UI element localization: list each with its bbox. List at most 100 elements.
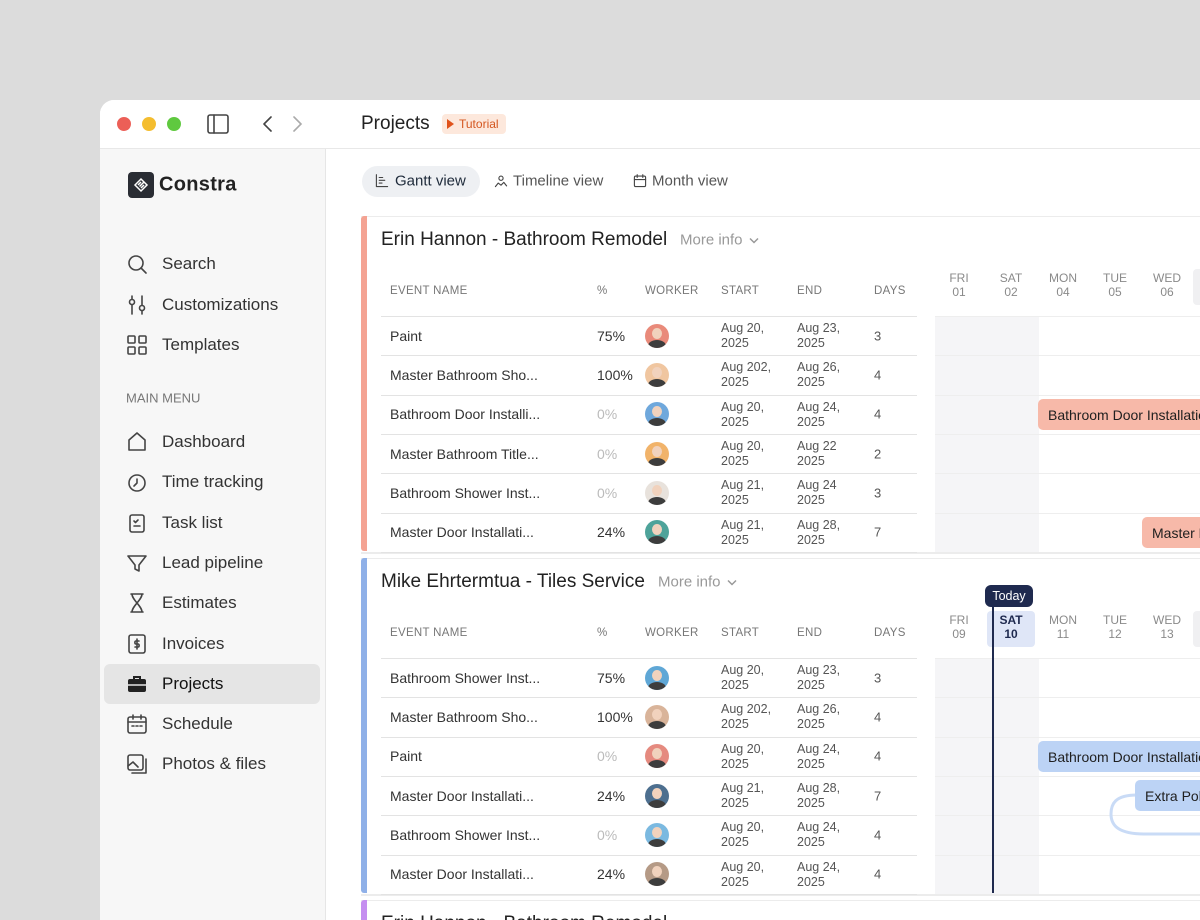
- sidebar-item[interactable]: Projects: [162, 673, 224, 693]
- sidebar-item[interactable]: Task list: [162, 512, 223, 532]
- worker-avatar: [645, 441, 669, 466]
- column-header: START: [721, 627, 760, 639]
- column-header: EVENT NAME: [390, 627, 468, 639]
- project-card: [361, 900, 1200, 920]
- gantt-bar[interactable]: Bathroom Door Installation: [1038, 398, 1200, 430]
- sidebar-icon[interactable]: [125, 252, 149, 276]
- view-tab[interactable]: Gantt view: [395, 172, 466, 190]
- window-control[interactable]: [142, 117, 156, 131]
- avatar-face: [652, 708, 662, 720]
- event-name[interactable]: Paint: [390, 748, 422, 765]
- start-date: Aug 21, 2025: [721, 780, 765, 810]
- view-icon[interactable]: [374, 173, 391, 190]
- view-icon[interactable]: [493, 173, 510, 190]
- sidebar-item[interactable]: Customizations: [162, 294, 279, 314]
- view-icon[interactable]: [632, 173, 649, 190]
- event-name[interactable]: Bathroom Shower Inst...: [390, 484, 541, 501]
- event-name[interactable]: Master Bathroom Sho...: [390, 708, 538, 725]
- sidebar-icon[interactable]: [125, 293, 149, 317]
- gantt-bar[interactable]: Extra Polish: [1135, 779, 1200, 811]
- sidebar-item[interactable]: Lead pipeline: [162, 552, 264, 572]
- project-card: [361, 216, 1200, 554]
- window-control[interactable]: [117, 117, 131, 131]
- sidebar-icon[interactable]: [125, 752, 149, 776]
- app-window: Projects Tutorial Constra Search Customizati…: [100, 100, 1200, 920]
- sidebar-item[interactable]: Templates: [162, 335, 240, 354]
- event-name[interactable]: Master Door Installati...: [390, 524, 534, 541]
- sidebar-item[interactable]: Search: [162, 254, 216, 273]
- sidebar-item[interactable]: Estimates: [162, 593, 237, 613]
- gantt-bar[interactable]: Master Door Installation: [1142, 516, 1200, 548]
- sidebar-icon[interactable]: [125, 470, 149, 494]
- event-name[interactable]: Paint: [390, 327, 422, 344]
- view-tab[interactable]: Month view: [652, 172, 728, 190]
- more-info[interactable]: More info: [680, 232, 759, 249]
- view-tab[interactable]: Timeline view: [513, 172, 604, 190]
- sidebar-icon[interactable]: [125, 511, 149, 535]
- start-date: Aug 202, 2025: [721, 702, 772, 732]
- day-name: MON: [1049, 613, 1077, 627]
- forward-button[interactable]: [285, 112, 309, 136]
- logo-mark: [133, 177, 149, 193]
- percent: 0%: [597, 406, 618, 423]
- page-title: Projects: [361, 113, 430, 134]
- duration-days: 3: [874, 485, 882, 501]
- sidebar-icon[interactable]: [125, 672, 149, 696]
- gantt-row-divider: [935, 854, 1200, 856]
- gantt-row-divider: [935, 775, 1200, 777]
- column-header: %: [597, 627, 608, 639]
- event-name[interactable]: Master Door Installati...: [390, 787, 534, 804]
- sidebar-icon[interactable]: [125, 632, 149, 656]
- day-date: 02: [1004, 285, 1018, 299]
- sidebar-item[interactable]: Time tracking: [162, 472, 264, 492]
- row-divider: [381, 551, 917, 553]
- sidebar-icon[interactable]: [125, 430, 149, 454]
- avatar-face: [652, 524, 662, 536]
- duration-days: 7: [874, 788, 882, 804]
- sidebar-item[interactable]: Invoices: [162, 633, 225, 653]
- gantt-bar[interactable]: Bathroom Door Installation: [1038, 740, 1200, 772]
- row-divider: [381, 736, 917, 738]
- tutorial-badge[interactable]: Tutorial: [442, 114, 506, 134]
- sidebar-item[interactable]: Dashboard: [162, 432, 246, 451]
- day-name: TUE: [1103, 271, 1127, 285]
- end-date: Aug 22 2025: [797, 438, 837, 468]
- start-date: Aug 20, 2025: [721, 663, 765, 692]
- gantt-row-divider: [935, 658, 1200, 659]
- event-name[interactable]: Bathroom Shower Inst...: [390, 826, 541, 843]
- sidebar-icon[interactable]: [125, 333, 149, 357]
- event-name[interactable]: Master Bathroom Sho...: [390, 366, 538, 383]
- worker-avatar: [645, 520, 669, 545]
- event-name[interactable]: Master Bathroom Title...: [390, 445, 539, 462]
- sidebar-item[interactable]: Schedule: [162, 714, 233, 734]
- avatar-body: [648, 457, 666, 466]
- day-date: 01: [952, 285, 966, 299]
- event-name[interactable]: Bathroom Door Installi...: [390, 406, 541, 423]
- sidebar-item[interactable]: Photos & files: [162, 754, 266, 774]
- avatar-face: [652, 787, 662, 799]
- project-accent: [361, 216, 367, 551]
- start-date: Aug 20, 2025: [721, 820, 765, 850]
- day-name: SAT: [999, 613, 1023, 627]
- sidebar-toggle[interactable]: [206, 112, 230, 136]
- sidebar-icon[interactable]: [125, 591, 149, 615]
- avatar-face: [652, 484, 662, 496]
- event-name[interactable]: Master Door Installati...: [390, 866, 534, 883]
- play-icon: [447, 119, 454, 129]
- sidebar-icon[interactable]: [125, 551, 149, 575]
- window-control[interactable]: [167, 117, 181, 131]
- back-button[interactable]: [256, 112, 280, 136]
- today-label: Today: [992, 589, 1026, 603]
- gantt-bar-label: Extra Polish: [1145, 787, 1200, 804]
- more-info-chevron: [727, 580, 737, 586]
- duration-days: 3: [874, 328, 882, 344]
- row-divider: [381, 512, 917, 514]
- end-date: Aug 23, 2025: [797, 663, 841, 692]
- column-header: EVENT NAME: [390, 285, 468, 297]
- duration-days: 3: [874, 670, 882, 686]
- more-info[interactable]: More info: [658, 574, 737, 591]
- sidebar-icon[interactable]: [125, 712, 149, 736]
- event-name[interactable]: Bathroom Shower Inst...: [390, 669, 541, 686]
- avatar-face: [652, 826, 662, 838]
- menu-section-label: MAIN MENU: [126, 390, 201, 406]
